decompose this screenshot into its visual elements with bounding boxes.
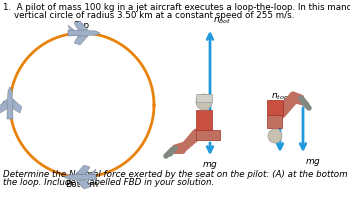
Polygon shape: [68, 25, 74, 30]
Text: $n_{bot}$: $n_{bot}$: [213, 15, 231, 26]
Polygon shape: [68, 30, 100, 36]
Polygon shape: [64, 174, 96, 180]
Text: the loop. Include a labelled FBD in your solution.: the loop. Include a labelled FBD in your…: [3, 178, 214, 187]
Polygon shape: [76, 165, 90, 174]
Polygon shape: [267, 115, 282, 128]
Polygon shape: [74, 21, 88, 30]
Text: A: A: [1, 101, 7, 110]
Polygon shape: [13, 99, 22, 113]
Text: $mg$: $mg$: [202, 160, 218, 171]
Text: 1.  A pilot of mass 100 kg in a jet aircraft executes a loop-the-loop. In this m: 1. A pilot of mass 100 kg in a jet aircr…: [3, 3, 350, 12]
Circle shape: [196, 94, 212, 110]
Polygon shape: [0, 99, 7, 113]
Text: Bottom: Bottom: [65, 180, 99, 189]
Polygon shape: [90, 169, 96, 174]
Polygon shape: [196, 130, 220, 140]
Text: $mg$: $mg$: [305, 157, 321, 168]
Polygon shape: [76, 180, 90, 189]
Circle shape: [268, 129, 282, 143]
Text: Top: Top: [75, 21, 90, 30]
Polygon shape: [196, 110, 212, 130]
Polygon shape: [74, 36, 88, 45]
Text: vertical circle of radius 3.50 km at a constant speed of 255 m/s.: vertical circle of radius 3.50 km at a c…: [3, 11, 294, 20]
Polygon shape: [267, 100, 283, 115]
Text: $n_{top}$: $n_{top}$: [271, 92, 289, 103]
Polygon shape: [196, 94, 212, 102]
Polygon shape: [7, 87, 13, 119]
Text: Determine the Normal force exerted by the seat on the pilot: (A) at the bottom o: Determine the Normal force exerted by th…: [3, 170, 350, 179]
